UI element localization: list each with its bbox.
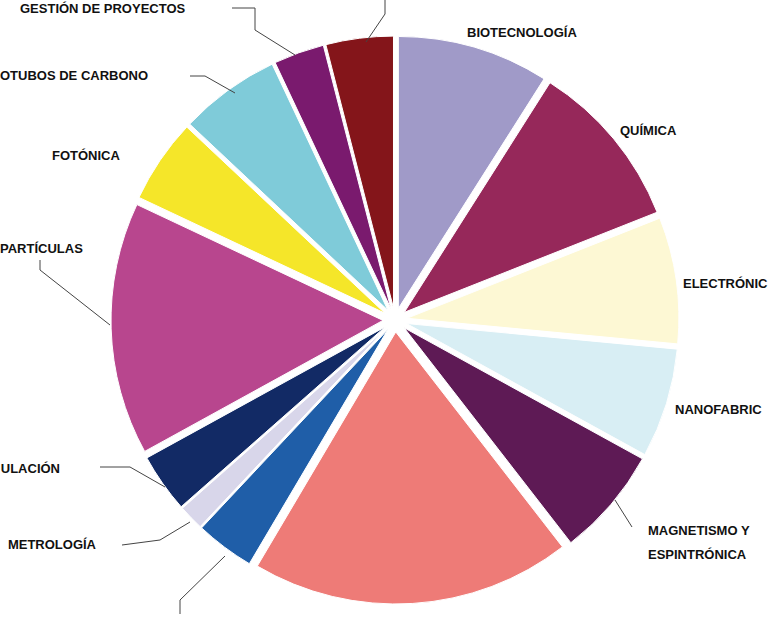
slice-label: FOTÓNICA	[52, 148, 120, 163]
slices	[111, 36, 679, 604]
leader-line	[232, 8, 295, 55]
slice-label: NANOFABRIC	[675, 402, 762, 417]
slice-label: OTUBOS DE CARBONO	[0, 68, 148, 83]
leader-line	[180, 556, 225, 614]
slice-label: PARTÍCULAS	[0, 241, 83, 256]
pie-chart: BIOTECNOLOGÍA QUÍMICA ELECTRÓNIC NANOFABRIC…	[0, 0, 768, 618]
leader-line	[122, 522, 190, 545]
pie-slice	[407, 218, 679, 344]
labels: BIOTECNOLOGÍA QUÍMICA ELECTRÓNIC NANOFABRIC…	[0, 0, 768, 614]
leader-line	[615, 500, 632, 527]
slice-label: MAGNETISMO YESPINTRÓNICA	[648, 523, 750, 562]
pie-slice	[326, 36, 394, 308]
slice-label: ELECTRÓNIC	[683, 276, 768, 291]
slice-label: BIOTECNOLOGÍA	[467, 25, 577, 40]
leader-line	[40, 260, 110, 325]
leader-line	[366, 0, 385, 42]
slice-label: GESTIÓN DE PROYECTOS	[20, 1, 186, 16]
slice-label: QUÍMICA	[620, 123, 677, 138]
slice-label: ULACIÓN	[1, 461, 60, 476]
leader-line	[190, 76, 235, 93]
leader-line	[100, 467, 165, 487]
slice-label: METROLOGÍA	[8, 537, 97, 552]
